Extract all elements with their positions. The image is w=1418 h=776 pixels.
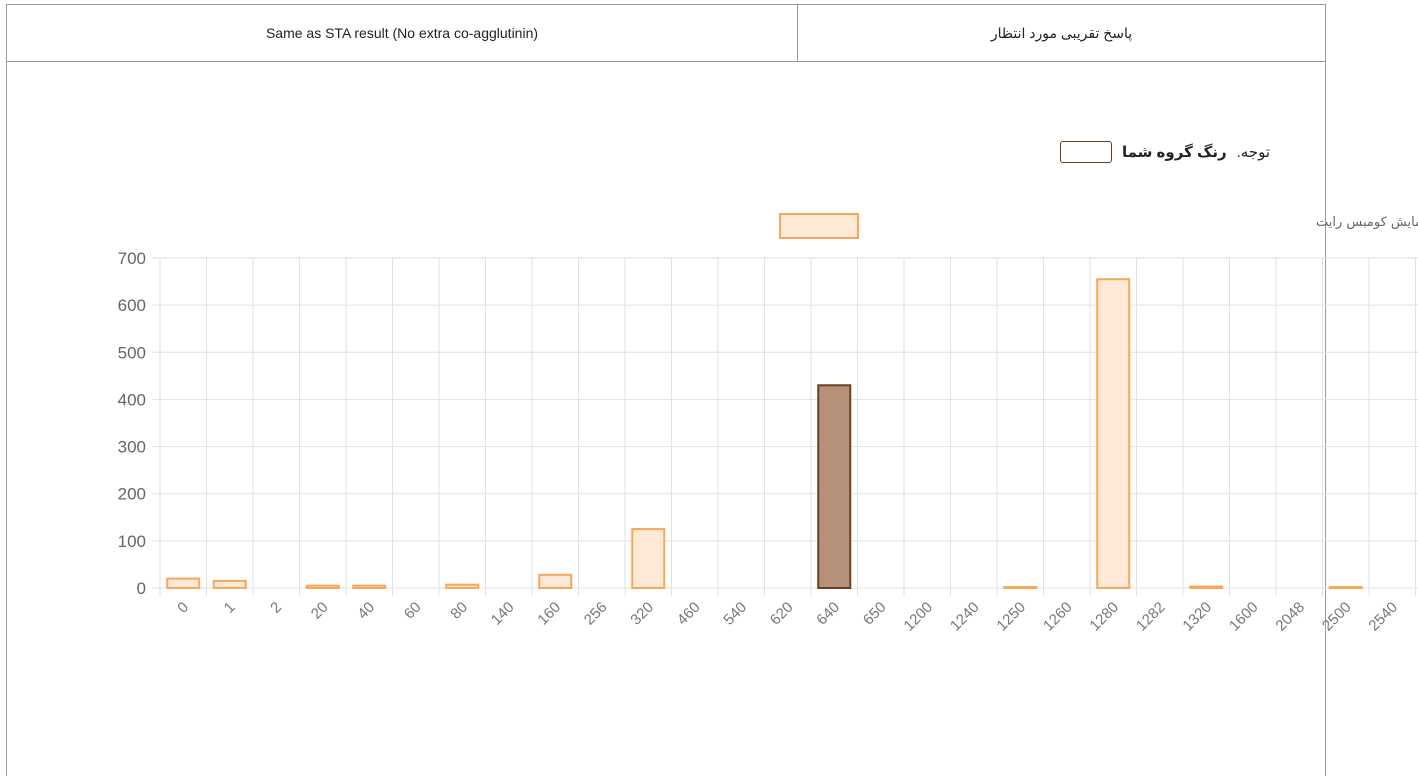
header-right-cell: پاسخ تقریبی مورد انتظار bbox=[990, 24, 1133, 41]
x-tick-label: 40 bbox=[354, 599, 378, 623]
content-frame bbox=[6, 4, 1326, 776]
y-tick-label: 700 bbox=[118, 249, 146, 268]
x-tick-label: 2 bbox=[267, 599, 285, 617]
y-tick-label: 200 bbox=[118, 485, 146, 504]
x-tick-label: 1260 bbox=[1040, 599, 1076, 635]
bar-1250[interactable] bbox=[1003, 586, 1038, 589]
y-tick-label: 0 bbox=[137, 579, 146, 598]
x-tick-label: 1282 bbox=[1133, 599, 1169, 635]
note-label: رنگ گروه شما bbox=[1121, 144, 1227, 161]
x-tick-label: 160 bbox=[534, 599, 564, 629]
bar-1320[interactable] bbox=[1189, 585, 1224, 589]
chart-grid bbox=[152, 257, 1418, 596]
x-tick-label: 1240 bbox=[947, 599, 983, 635]
y-tick-label: 600 bbox=[118, 296, 146, 315]
x-tick-label: 0 bbox=[174, 599, 192, 617]
y-tick-label: 300 bbox=[118, 438, 146, 457]
bar-1[interactable] bbox=[212, 579, 247, 590]
chart-bars bbox=[166, 278, 1363, 590]
header-left-cell: Same as STA result (No extra co-agglutin… bbox=[7, 5, 798, 61]
bar-2500[interactable] bbox=[1328, 586, 1363, 589]
x-axis-ticks: 0 1 2 20 40 60 80 140 160 256 320 460 540 620 640 650 12… bbox=[174, 599, 1401, 635]
x-tick-label: 1600 bbox=[1226, 599, 1262, 635]
x-tick-label: 140 bbox=[488, 599, 518, 629]
x-tick-label: 2540 bbox=[1365, 599, 1401, 635]
bar-0[interactable] bbox=[166, 577, 201, 589]
x-tick-label: 20 bbox=[308, 599, 332, 623]
x-tick-label: 1320 bbox=[1179, 599, 1215, 635]
x-tick-label: 60 bbox=[401, 599, 425, 623]
x-tick-label: 1 bbox=[221, 599, 239, 617]
bar-1280[interactable] bbox=[1096, 278, 1131, 589]
bar-640[interactable] bbox=[817, 384, 852, 589]
x-tick-label: 1200 bbox=[900, 599, 936, 635]
x-tick-label: 540 bbox=[720, 599, 750, 629]
bar-80[interactable] bbox=[445, 583, 480, 590]
header-row: Same as STA result (No extra co-agglutin… bbox=[6, 4, 1326, 62]
x-tick-label: 256 bbox=[581, 599, 611, 629]
bar-20[interactable] bbox=[305, 584, 340, 590]
y-tick-label: 500 bbox=[118, 343, 146, 362]
note-prefix: توجه. bbox=[1236, 144, 1270, 161]
x-tick-label: 460 bbox=[674, 599, 704, 629]
legend-label: نتایج نمونه مجهول ایمونوسرولوژی برای آزم… bbox=[1316, 213, 1418, 230]
bar-160[interactable] bbox=[538, 573, 573, 589]
x-tick-label: 2500 bbox=[1319, 599, 1355, 635]
x-tick-label: 620 bbox=[767, 599, 797, 629]
bar-320[interactable] bbox=[631, 528, 666, 589]
y-tick-label: 100 bbox=[118, 532, 146, 551]
x-tick-label: 1280 bbox=[1086, 599, 1122, 635]
legend-swatch bbox=[779, 213, 859, 239]
x-tick-label: 650 bbox=[860, 599, 890, 629]
group-color-note: توجه. رنگ گروه شما bbox=[1059, 141, 1270, 163]
y-tick-label: 400 bbox=[118, 390, 146, 409]
group-color-swatch bbox=[1059, 141, 1112, 163]
bar-40[interactable] bbox=[352, 584, 387, 590]
chart-legend: نتایج نمونه مجهول ایمونوسرولوژی برای آزم… bbox=[779, 213, 1418, 239]
x-tick-label: 2048 bbox=[1272, 599, 1308, 635]
x-tick-label: 640 bbox=[813, 599, 843, 629]
y-axis-ticks: 0 100 200 300 400 500 600 700 bbox=[118, 249, 146, 598]
x-tick-label: 80 bbox=[447, 599, 471, 623]
x-tick-label: 1250 bbox=[993, 599, 1029, 635]
x-tick-label: 320 bbox=[627, 599, 657, 629]
